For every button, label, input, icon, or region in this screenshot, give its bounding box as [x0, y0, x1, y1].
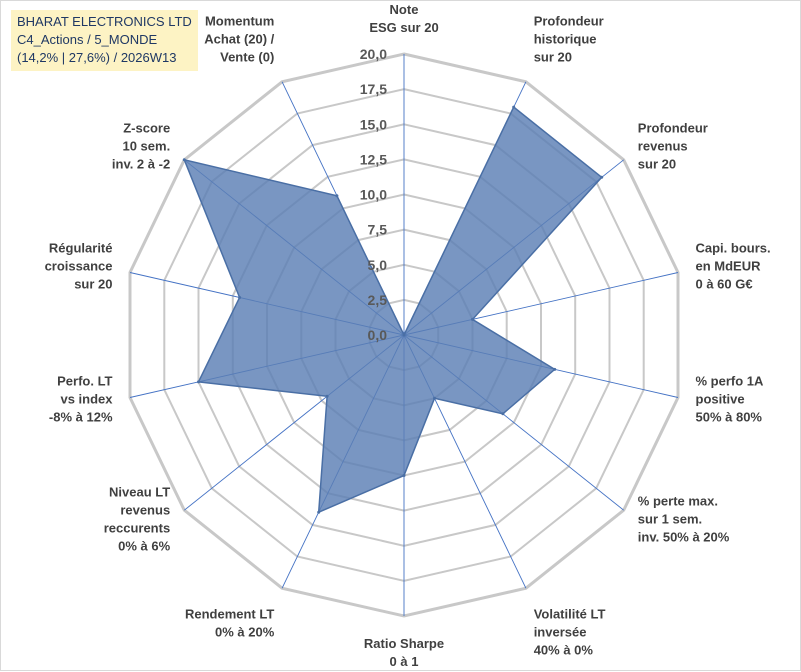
series-point	[553, 367, 557, 371]
axis-label-line: en MdEUR	[696, 259, 762, 274]
axis-label: Volatilité LT inversée 40% à 0%	[534, 606, 606, 657]
axis-label-line: Régularité	[49, 241, 113, 256]
axis-label-line: positive	[696, 392, 745, 407]
series-point	[471, 317, 474, 321]
axis-label-line: 40% à 0%	[534, 642, 594, 657]
tick-label: 20,0	[360, 46, 387, 62]
series-point	[197, 380, 200, 384]
tick-label: 5,0	[368, 257, 388, 273]
axis-label-line: 0 à 60 G€	[696, 277, 753, 292]
axis-label: Rendement LT 0% à 20%	[185, 606, 275, 639]
series-point	[433, 396, 436, 400]
tick-label: 7,5	[368, 222, 388, 238]
series-area	[183, 105, 603, 514]
radar-tick-labels: 0,0 2,5 5,0 7,5 10,0 12,5 15,0 17,5 20,0	[360, 46, 387, 343]
axis-label-line: Capi. bours.	[696, 241, 771, 256]
axis-label: Profondeur revenus sur 20	[638, 121, 708, 172]
axis-label-line: Profondeur	[638, 121, 708, 136]
axis-label-line: revenus	[120, 502, 170, 517]
axis-label-line: historique	[534, 32, 597, 47]
axis-label-line: Niveau LT	[109, 484, 170, 499]
axis-label-line: Volatilité LT	[534, 606, 606, 621]
axis-label-line: 0 à 1	[390, 654, 419, 669]
axis-label-line: inversée	[534, 624, 587, 639]
radar-series	[182, 105, 604, 514]
tick-label: 10,0	[360, 187, 387, 203]
axis-label-line: Achat (20) /	[204, 32, 274, 47]
series-point	[325, 394, 329, 398]
axis-label-line: sur 20	[638, 157, 676, 172]
axis-label: Profondeur historique sur 20	[534, 14, 604, 65]
tick-label: 15,0	[360, 116, 387, 132]
axis-label-line: reccurents	[104, 520, 170, 535]
tick-label: 12,5	[360, 151, 387, 167]
axis-label-line: sur 20	[534, 50, 572, 65]
axis-label-line: 10 sem.	[122, 139, 170, 154]
chart-title-box: BHARAT ELECTRONICS LTD C4_Actions / 5_MO…	[11, 10, 198, 71]
axis-label-line: vs index	[60, 392, 113, 407]
axis-label: Z-score 10 sem. inv. 2 à -2	[112, 121, 170, 172]
chart-title-stats: (14,2% | 27,6%) / 2026W13	[17, 50, 177, 65]
chart-title-company: BHARAT ELECTRONICS LTD	[17, 14, 192, 29]
tick-label: 0,0	[368, 327, 388, 343]
axis-label-line: inv. 50% à 20%	[638, 529, 730, 544]
series-point	[512, 105, 516, 109]
axis-label-line: Z-score	[123, 121, 170, 136]
axis-label-line: Ratio Sharpe	[364, 636, 444, 651]
axis-label: % perfo 1A positive 50% à 80%	[696, 374, 765, 425]
axis-label-line: % perte max.	[638, 493, 718, 508]
chart-title-category: C4_Actions / 5_MONDE	[17, 32, 158, 47]
axis-label: Note ESG sur 20	[369, 2, 438, 35]
axis-label-line: inv. 2 à -2	[112, 157, 170, 172]
axis-label-line: 0% à 20%	[215, 624, 275, 639]
axis-label-line: Rendement LT	[185, 606, 274, 621]
axis-label-line: Perfo. LT	[57, 374, 112, 389]
axis-label-line: % perfo 1A	[696, 374, 765, 389]
axis-label: Ratio Sharpe 0 à 1	[364, 636, 444, 669]
series-point	[182, 158, 186, 162]
axis-label: Régularité croissance sur 20	[45, 241, 113, 292]
axis-label-line: Note	[390, 2, 419, 17]
series-point	[402, 474, 406, 477]
axis-label-line: -8% à 12%	[49, 410, 113, 425]
series-point	[317, 510, 321, 514]
tick-label: 2,5	[368, 292, 388, 308]
axis-label-line: Vente (0)	[220, 50, 274, 65]
axis-label: Capi. bours. en MdEUR 0 à 60 G€	[696, 241, 771, 292]
axis-label-line: sur 1 sem.	[638, 511, 702, 526]
series-point	[600, 175, 604, 179]
axis-label-line: revenus	[638, 139, 688, 154]
axis-label: % perte max. sur 1 sem. inv. 50% à 20%	[638, 493, 730, 544]
series-point	[501, 412, 505, 416]
axis-label-line: 0% à 6%	[118, 538, 170, 553]
axis-label: Niveau LT revenus reccurents 0% à 6%	[104, 484, 171, 553]
axis-label-line: Momentum	[205, 14, 274, 29]
axis-label: Momentum Achat (20) / Vente (0)	[204, 14, 274, 65]
radar-axis-labels: Note ESG sur 20 Profondeur historique sur 20…	[45, 2, 771, 669]
axis-label-line: ESG sur 20	[369, 20, 438, 35]
series-point	[335, 194, 339, 198]
tick-label: 17,5	[360, 81, 387, 97]
axis-label-line: croissance	[45, 259, 113, 274]
axis-label-line: Profondeur	[534, 14, 604, 29]
axis-label: Perfo. LT vs index -8% à 12%	[49, 374, 113, 425]
axis-label-line: sur 20	[74, 277, 112, 292]
series-point	[402, 333, 406, 337]
series-point	[238, 296, 242, 299]
axis-label-line: 50% à 80%	[696, 410, 763, 425]
